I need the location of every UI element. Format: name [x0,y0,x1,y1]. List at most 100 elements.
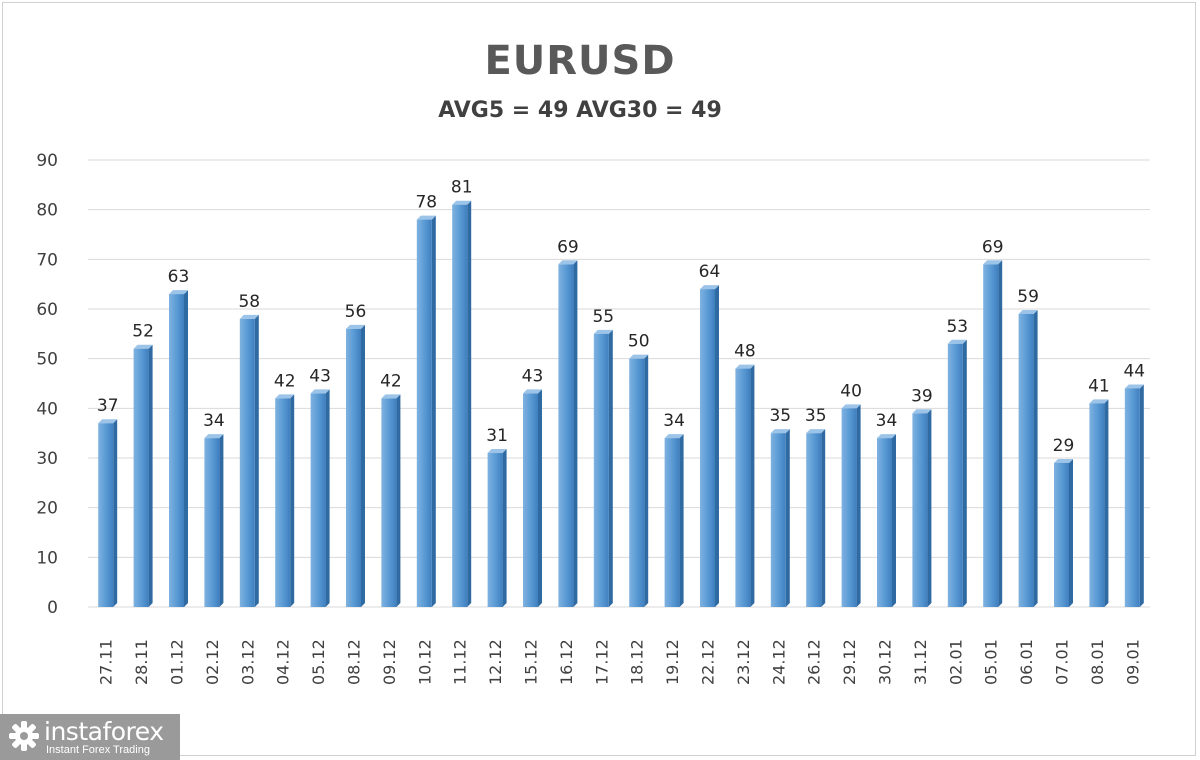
bar-top [1089,399,1109,404]
bar [912,413,928,607]
bar-top [169,290,188,295]
bar-top [346,324,365,329]
data-label: 53 [946,317,968,337]
bar-top [735,364,755,369]
y-tick-label: 50 [36,350,58,370]
watermark-tagline: Instant Forex Trading [46,744,150,756]
bar-top [770,429,790,434]
bar-top [629,354,649,359]
bar [98,423,114,607]
bar-side [502,449,507,607]
data-label: 48 [734,342,756,362]
bar-side [290,394,295,607]
x-tick-label: 08.12 [345,639,364,685]
bar [310,393,326,607]
bar-side [1069,458,1073,607]
x-tick-label: 08.01 [1088,639,1107,685]
bar-top [381,394,401,399]
bar-top [239,314,259,319]
bar [770,433,786,607]
bar [664,438,680,607]
bar-side [892,434,896,607]
bar-top [310,389,330,394]
x-axis-ticks: 27.11 28.11 01.12 02.12 03.12 04.12 05.12 08.12… [97,639,1143,685]
bar-top [947,339,967,344]
bar-top [558,260,578,265]
y-tick-label: 90 [36,151,58,171]
data-label: 78 [415,193,437,213]
x-tick-label: 31.12 [911,639,930,685]
x-tick-label: 30.12 [876,639,895,685]
x-tick-label: 26.12 [805,639,824,685]
instaforex-logo-icon [9,721,39,751]
y-tick-label: 60 [36,300,58,320]
bar [947,343,963,607]
x-tick-label: 03.12 [238,639,257,685]
bar-top [275,394,295,399]
y-tick-label: 40 [36,399,58,419]
bar-side [998,260,1003,607]
data-label: 41 [1088,376,1110,396]
x-tick-label: 06.01 [1017,639,1036,685]
data-label: 81 [451,178,473,198]
y-axis-ticks: 0 10 20 30 40 50 60 70 80 90 [36,151,58,618]
chart-subtitle: AVG5 = 49 AVG30 = 49 [438,98,722,123]
grid-lines [88,159,1150,608]
x-tick-label: 01.12 [168,639,187,685]
x-tick-label: 27.11 [97,639,116,685]
data-labels: 37 52 63 34 58 42 43 56 42 78 81 31 43 69 55 50 34 64 48 35… [97,178,1145,456]
bar-side [644,354,649,607]
bar-top [841,404,861,409]
data-label: 34 [876,411,898,431]
data-label: 35 [769,406,791,426]
bar [735,368,751,607]
bar-top [877,434,896,439]
instaforex-watermark: instaforex Instant Forex Trading [0,714,180,760]
bar-top [133,344,153,349]
bar-top [1018,309,1038,314]
data-label: 39 [911,386,933,406]
bar-side [113,419,118,607]
data-label: 56 [345,302,367,322]
bar [452,204,468,607]
data-label: 42 [274,371,296,391]
y-tick-label: 20 [36,499,58,519]
x-tick-label: 24.12 [769,639,788,685]
x-tick-label: 17.12 [592,639,611,685]
bar-side [467,200,472,607]
bar [700,289,715,607]
data-label: 34 [203,411,225,431]
bar-side [927,409,932,607]
x-tick-label: 22.12 [699,639,718,685]
bar [204,438,220,607]
bar [169,294,184,607]
bar-side [1104,399,1109,607]
bar [1054,462,1069,607]
bar-side [254,314,259,607]
x-tick-label: 16.12 [557,639,576,685]
data-label: 43 [309,366,331,386]
bars [98,200,1144,607]
bar [1089,403,1105,607]
bar-side [715,285,719,607]
bar [239,318,255,607]
data-label: 34 [663,411,685,431]
x-tick-label: 28.11 [132,639,151,685]
bar [275,398,291,607]
bar [346,328,361,607]
bar-side [219,434,224,607]
bar-side [1033,309,1038,607]
data-label: 55 [592,307,614,327]
bar-side [396,394,401,607]
data-label: 59 [1017,287,1039,307]
data-label: 35 [805,406,827,426]
data-label: 40 [840,381,862,401]
bar-top [664,434,684,439]
y-tick-label: 70 [36,250,58,270]
bar [133,348,149,607]
bar-side [679,434,684,607]
bar-side [1139,384,1144,607]
bar-side [184,290,188,607]
watermark-brand: instaforex [44,717,164,746]
